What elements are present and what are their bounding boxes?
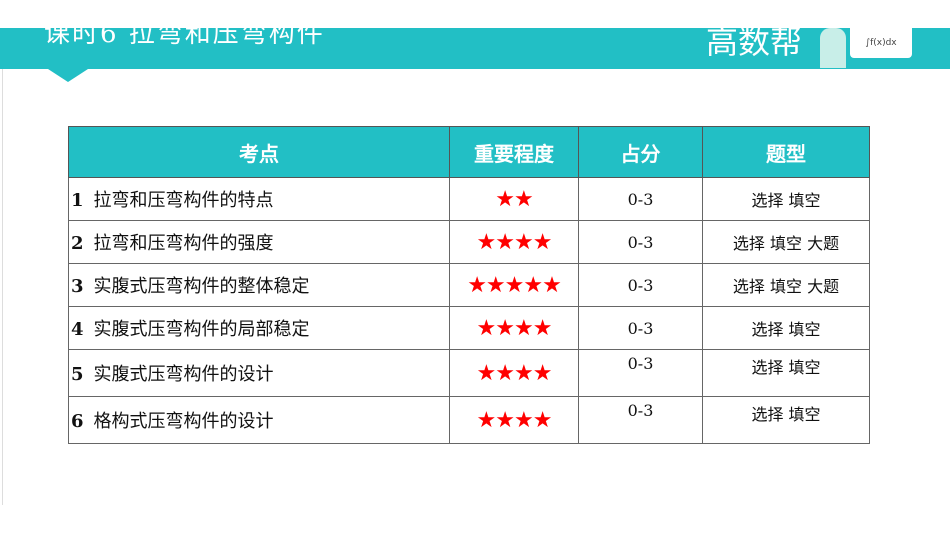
importance-stars: ★★★★ (449, 349, 579, 397)
topic-cell: 6 格构式压弯构件的设计 (68, 396, 450, 444)
question-type-cell: 选择 填空 (702, 306, 870, 350)
topic-text: 实腹式压弯构件的设计 (93, 364, 274, 385)
table-row: 4 实腹式压弯构件的局部稳定 ★★★★ 0-3 选择 填空 (68, 306, 870, 350)
topic-number: 4 (71, 319, 84, 340)
table-row: 2 拉弯和压弯构件的强度 ★★★★ 0-3 选择 填空 大题 (68, 220, 870, 264)
col-header-importance: 重要程度 (449, 126, 579, 178)
header-pointer (48, 69, 88, 82)
page-title: 课时6 拉弯和压弯构件 (44, 19, 325, 49)
topic-cell: 2 拉弯和压弯构件的强度 (68, 220, 450, 264)
table-row: 6 格构式压弯构件的设计 ★★★★ 0-3 选择 填空 (68, 396, 870, 444)
header-band (0, 28, 950, 69)
importance-stars: ★★★★★ (449, 263, 579, 307)
score-cell: 0-3 (578, 349, 703, 397)
question-type-cell: 选择 填空 大题 (702, 220, 870, 264)
left-divider (2, 69, 3, 505)
topic-number: 6 (71, 411, 84, 432)
topic-text: 拉弯和压弯构件的强度 (93, 233, 274, 254)
score-cell: 0-3 (578, 177, 703, 221)
table-row: 5 实腹式压弯构件的设计 ★★★★ 0-3 选择 填空 (68, 349, 870, 397)
importance-stars: ★★ (449, 177, 579, 221)
table-row: 1 拉弯和压弯构件的特点 ★★ 0-3 选择 填空 (68, 177, 870, 221)
topic-text: 格构式压弯构件的设计 (93, 411, 274, 432)
topic-number: 5 (71, 364, 84, 385)
question-type-cell: 选择 填空 (702, 396, 870, 444)
topic-text: 拉弯和压弯构件的特点 (93, 190, 274, 211)
topic-cell: 1 拉弯和压弯构件的特点 (68, 177, 450, 221)
topic-cell: 5 实腹式压弯构件的设计 (68, 349, 450, 397)
importance-stars: ★★★★ (449, 396, 579, 444)
question-type-cell: 选择 填空 (702, 177, 870, 221)
exam-points-table: 考点 重要程度 占分 题型 1 拉弯和压弯构件的特点 ★★ 0-3 选择 填空 2 拉… (68, 126, 870, 444)
col-header-topic: 考点 (68, 126, 450, 178)
topic-number: 1 (71, 190, 84, 211)
teacher-figure-icon (820, 28, 846, 68)
formula-card: ∫f(x)dx (850, 28, 912, 58)
topic-number: 3 (71, 276, 84, 297)
importance-stars: ★★★★ (449, 306, 579, 350)
topic-cell: 3 实腹式压弯构件的整体稳定 (68, 263, 450, 307)
topic-cell: 4 实腹式压弯构件的局部稳定 (68, 306, 450, 350)
col-header-score: 占分 (578, 126, 703, 178)
question-type-cell: 选择 填空 大题 (702, 263, 870, 307)
score-cell: 0-3 (578, 396, 703, 444)
topic-number: 2 (71, 233, 84, 254)
col-header-type: 题型 (702, 126, 870, 178)
topic-text: 实腹式压弯构件的局部稳定 (93, 319, 310, 340)
question-type-cell: 选择 填空 (702, 349, 870, 397)
importance-stars: ★★★★ (449, 220, 579, 264)
brand-logo: 高数帮 (706, 23, 803, 61)
score-cell: 0-3 (578, 306, 703, 350)
table-row: 3 实腹式压弯构件的整体稳定 ★★★★★ 0-3 选择 填空 大题 (68, 263, 870, 307)
score-cell: 0-3 (578, 220, 703, 264)
score-cell: 0-3 (578, 263, 703, 307)
topic-text: 实腹式压弯构件的整体稳定 (93, 276, 310, 297)
